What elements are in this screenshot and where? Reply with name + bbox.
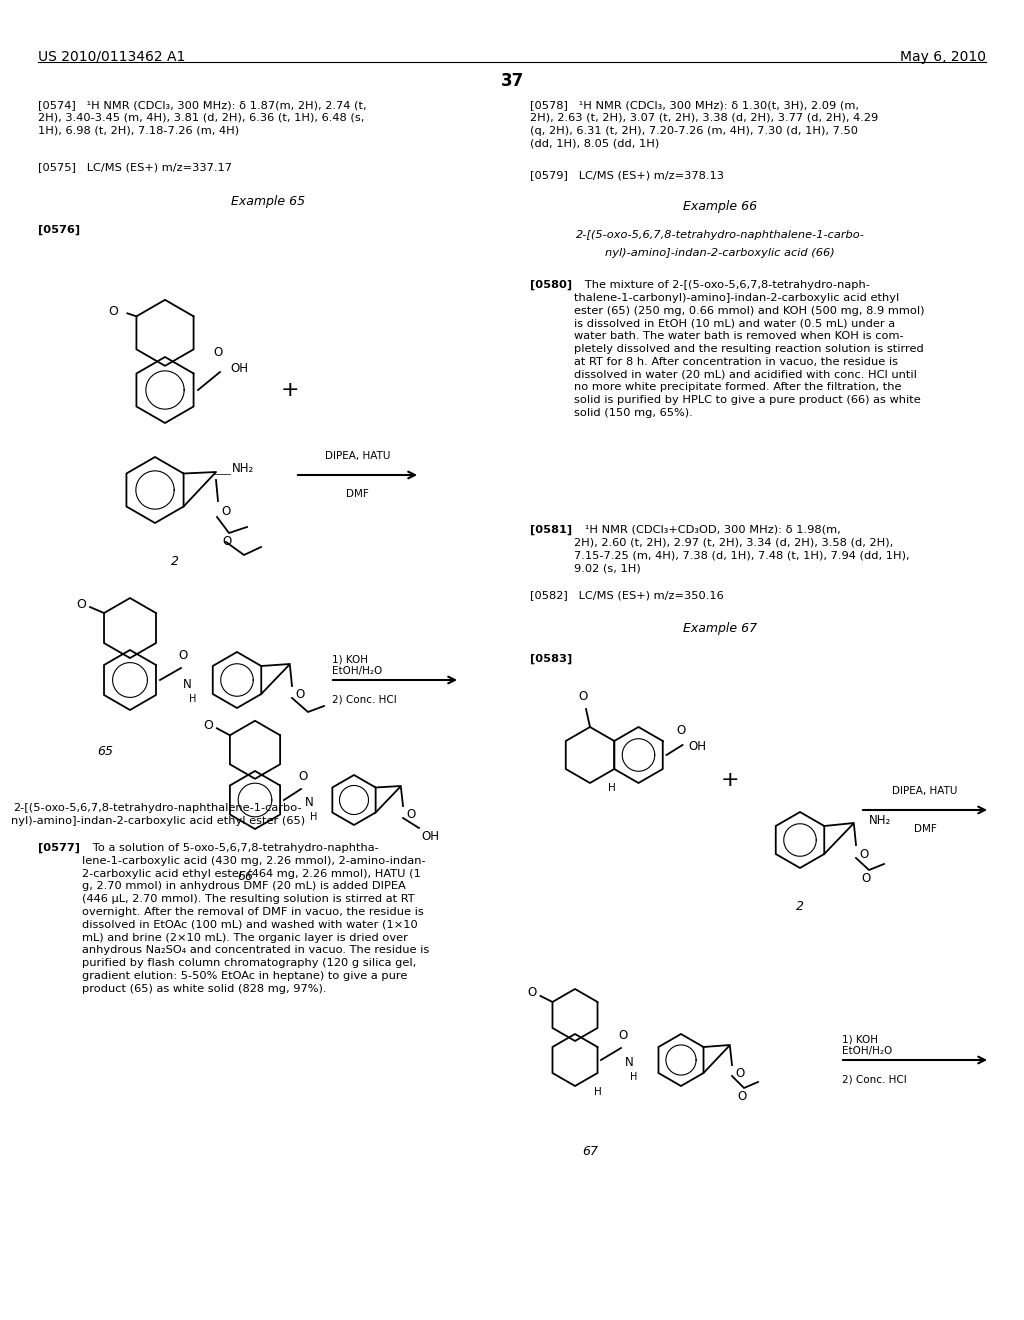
Text: 37: 37 [501, 73, 523, 90]
Text: EtOH/H₂O: EtOH/H₂O [332, 667, 382, 676]
Text: O: O [203, 719, 213, 731]
Text: DIPEA, HATU: DIPEA, HATU [892, 785, 957, 796]
Text: O: O [579, 690, 588, 704]
Text: O: O [527, 986, 537, 999]
Text: O: O [406, 808, 416, 821]
Text: 1) KOH: 1) KOH [332, 653, 368, 664]
Text: O: O [222, 535, 231, 548]
Text: [0576]: [0576] [38, 224, 80, 235]
Text: [0581]: [0581] [530, 525, 572, 536]
Text: DIPEA, HATU: DIPEA, HATU [325, 451, 390, 461]
Text: Example 65: Example 65 [231, 195, 305, 209]
Text: [0578]   ¹H NMR (CDCl₃, 300 MHz): δ 1.30(t, 3H), 2.09 (m,
2H), 2.63 (t, 2H), 3.0: [0578] ¹H NMR (CDCl₃, 300 MHz): δ 1.30(t… [530, 100, 879, 148]
Text: H: H [594, 1086, 601, 1097]
Text: [0583]: [0583] [530, 653, 572, 664]
Text: 2-[(5-oxo-5,6,7,8-tetrahydro-naphthalene-1-carbo-
nyl)-amino]-indan-2-carboxylic: 2-[(5-oxo-5,6,7,8-tetrahydro-naphthalene… [11, 803, 305, 826]
Text: O: O [295, 688, 304, 701]
Text: DMF: DMF [913, 824, 936, 834]
Text: N: N [625, 1056, 634, 1068]
Text: nyl)-amino]-indan-2-carboxylic acid (66): nyl)-amino]-indan-2-carboxylic acid (66) [605, 248, 835, 257]
Text: ¹H NMR (CDCl₃+CD₃OD, 300 MHz): δ 1.98(m,
2H), 2.60 (t, 2H), 2.97 (t, 2H), 3.34 (: ¹H NMR (CDCl₃+CD₃OD, 300 MHz): δ 1.98(m,… [574, 525, 909, 573]
Text: O: O [677, 723, 686, 737]
Text: [0574]   ¹H NMR (CDCl₃, 300 MHz): δ 1.87(m, 2H), 2.74 (t,
2H), 3.40-3.45 (m, 4H): [0574] ¹H NMR (CDCl₃, 300 MHz): δ 1.87(m… [38, 100, 367, 136]
Text: N: N [304, 796, 313, 808]
Text: NH₂: NH₂ [869, 813, 891, 826]
Text: O: O [859, 847, 868, 861]
Text: O: O [618, 1030, 628, 1041]
Text: May 6, 2010: May 6, 2010 [900, 50, 986, 63]
Text: +: + [281, 380, 299, 400]
Text: OH: OH [230, 363, 248, 375]
Text: The mixture of 2-[(5-oxo-5,6,7,8-tetrahydro-naph-
thalene-1-carbonyl)-amino]-ind: The mixture of 2-[(5-oxo-5,6,7,8-tetrahy… [574, 280, 925, 418]
Text: [0582]   LC/MS (ES+) m/z=350.16: [0582] LC/MS (ES+) m/z=350.16 [530, 590, 724, 601]
Text: 65: 65 [97, 744, 113, 758]
Text: US 2010/0113462 A1: US 2010/0113462 A1 [38, 50, 185, 63]
Text: 1) KOH: 1) KOH [842, 1034, 878, 1044]
Text: N: N [182, 677, 191, 690]
Text: [0575]   LC/MS (ES+) m/z=337.17: [0575] LC/MS (ES+) m/z=337.17 [38, 162, 232, 172]
Text: O: O [861, 873, 870, 884]
Text: DMF: DMF [346, 488, 369, 499]
Text: [0580]: [0580] [530, 280, 572, 290]
Text: H: H [189, 694, 197, 704]
Text: O: O [221, 506, 230, 517]
Text: O: O [213, 346, 222, 359]
Text: 2-[(5-oxo-5,6,7,8-tetrahydro-naphthalene-1-carbo-: 2-[(5-oxo-5,6,7,8-tetrahydro-naphthalene… [575, 230, 864, 240]
Text: H: H [608, 783, 616, 793]
Text: 2) Conc. HCl: 2) Conc. HCl [332, 694, 396, 704]
Text: 2: 2 [171, 554, 179, 568]
Text: [0579]   LC/MS (ES+) m/z=378.13: [0579] LC/MS (ES+) m/z=378.13 [530, 170, 724, 180]
Text: 2: 2 [796, 900, 804, 913]
Text: H: H [631, 1072, 638, 1082]
Text: Example 66: Example 66 [683, 201, 757, 213]
Text: H: H [310, 812, 317, 822]
Text: To a solution of 5-oxo-5,6,7,8-tetrahydro-naphtha-
lene-1-carboxylic acid (430 m: To a solution of 5-oxo-5,6,7,8-tetrahydr… [82, 843, 429, 994]
Text: O: O [298, 770, 307, 783]
Text: O: O [737, 1090, 746, 1104]
Text: O: O [76, 598, 86, 611]
Text: 66: 66 [237, 870, 253, 883]
Text: Example 67: Example 67 [683, 622, 757, 635]
Text: 2) Conc. HCl: 2) Conc. HCl [842, 1074, 906, 1084]
Text: 67: 67 [582, 1144, 598, 1158]
Text: +: + [721, 770, 739, 789]
Text: EtOH/H₂O: EtOH/H₂O [842, 1045, 892, 1056]
Text: OH: OH [421, 830, 439, 843]
Text: [0577]: [0577] [38, 843, 80, 853]
Text: O: O [735, 1067, 744, 1080]
Text: NH₂: NH₂ [232, 462, 254, 474]
Text: OH: OH [688, 739, 707, 752]
Text: O: O [178, 649, 187, 663]
Text: O: O [109, 305, 119, 318]
